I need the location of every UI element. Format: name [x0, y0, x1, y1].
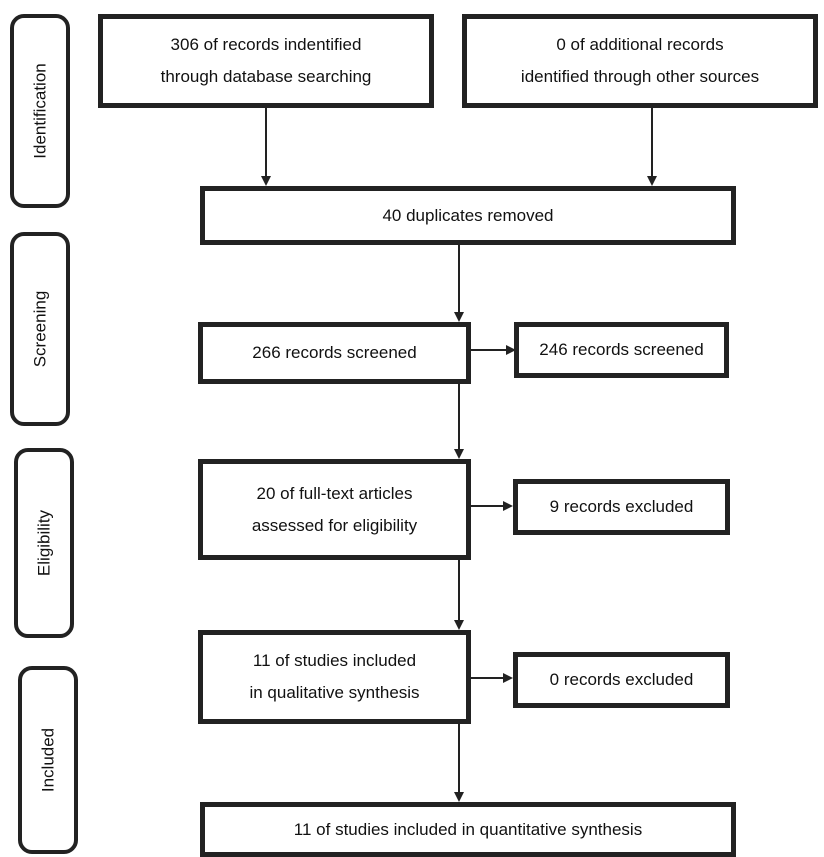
box-excluded-qualitative: 0 records excluded — [513, 652, 730, 708]
stage-included: Included — [18, 666, 78, 854]
box-fulltext-assessed-line-2: assessed for eligibility — [251, 515, 418, 535]
box-records-screened-text: 266 records screened — [252, 343, 417, 362]
box-duplicates-removed-text: 40 duplicates removed — [382, 205, 554, 225]
box-qualitative-included-line-2: in qualitative synthesis — [249, 683, 420, 702]
box-additional-records-line-1: 0 of additional records — [556, 35, 724, 54]
stage-identification: Identification — [10, 14, 70, 208]
box-fulltext-assessed: 20 of full-text articles assessed for el… — [198, 459, 471, 560]
box-database-records: 306 of records indentified through datab… — [98, 14, 434, 108]
box-database-records-line-2: through database searching — [160, 67, 372, 86]
box-excluded-eligibility: 9 records excluded — [513, 479, 730, 535]
box-screened-side-text: 246 records screened — [539, 340, 704, 359]
box-additional-records: 0 of additional records identified throu… — [462, 14, 818, 108]
box-qualitative-included-line-1: 11 of studies included — [252, 651, 417, 670]
stage-eligibility: Eligibility — [14, 448, 74, 638]
stage-screening: Screening — [10, 232, 70, 426]
box-additional-records-line-2: identified through other sources — [520, 67, 760, 86]
box-fulltext-assessed-line-1: 20 of full-text articles — [256, 483, 413, 503]
box-excluded-eligibility-text: 9 records excluded — [549, 497, 694, 516]
box-screened-side: 246 records screened — [514, 322, 729, 378]
box-records-screened: 266 records screened — [198, 322, 471, 384]
box-excluded-qualitative-text: 0 records excluded — [549, 670, 694, 689]
box-qualitative-included: 11 of studies included in qualitative sy… — [198, 630, 471, 724]
box-database-records-line-1: 306 of records indentified — [170, 35, 362, 54]
box-duplicates-removed: 40 duplicates removed — [200, 186, 736, 245]
box-quantitative-included: 11 of studies included in quantitative s… — [200, 802, 736, 857]
box-quantitative-included-text: 11 of studies included in quantitative s… — [293, 819, 643, 839]
